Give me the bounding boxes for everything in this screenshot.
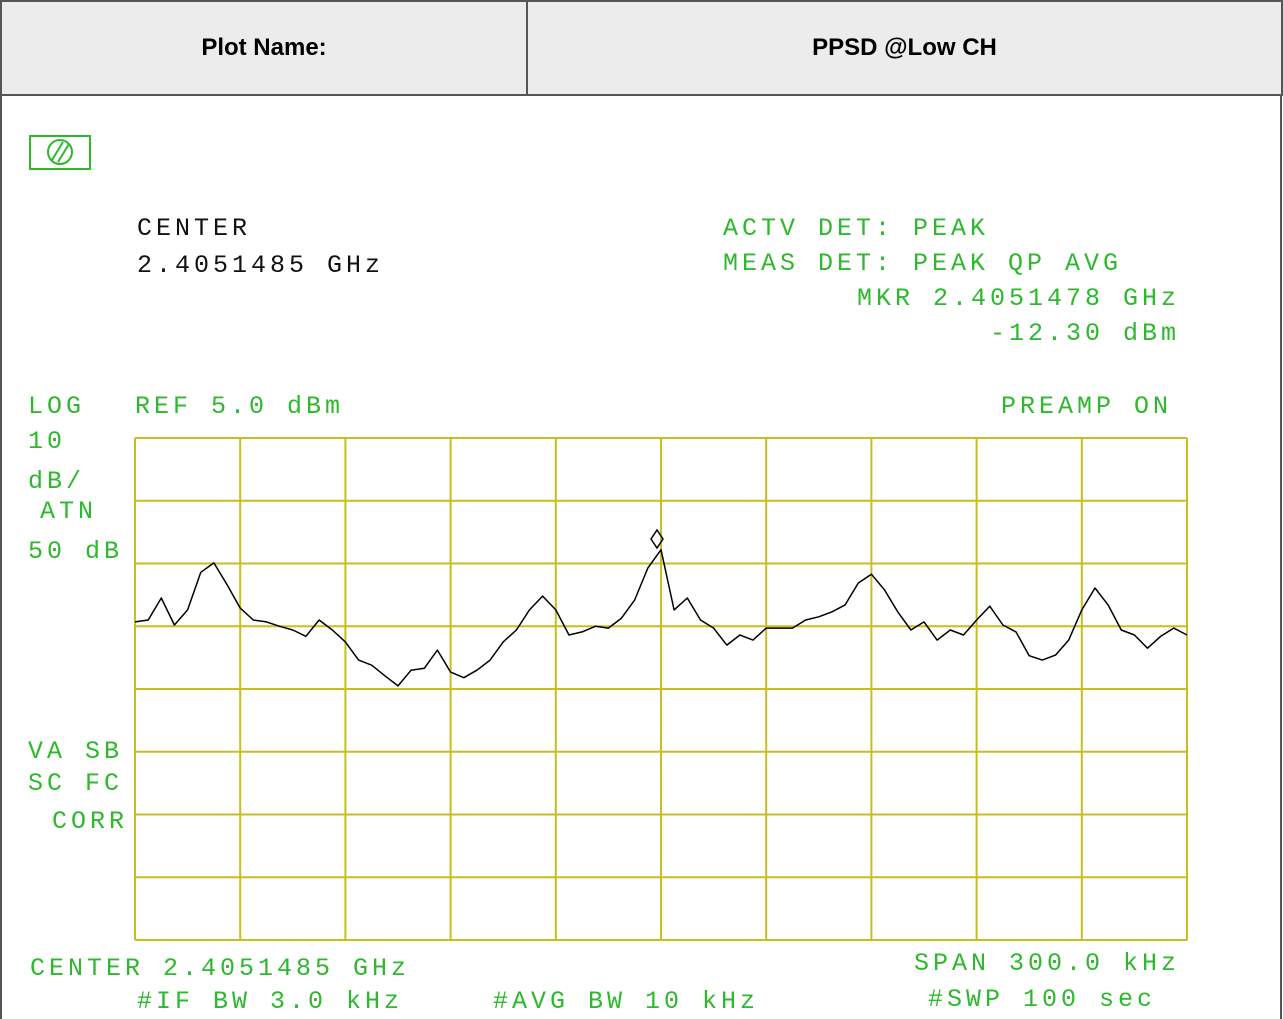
preamp: PREAMP ON <box>1001 392 1172 421</box>
sweep: #SWP 100 sec <box>928 985 1156 1014</box>
if-bw: #IF BW 3.0 kHz <box>137 987 403 1016</box>
ref-level: REF 5.0 dBm <box>135 392 344 421</box>
marker-level: -12.30 dBm <box>990 319 1180 348</box>
atn-label: ATN <box>40 497 97 526</box>
trace <box>134 548 1188 687</box>
plot-area <box>134 437 1188 941</box>
sc-fc: SC FC <box>28 769 123 798</box>
atn-value: 50 dB <box>28 537 123 566</box>
center-label: CENTER <box>137 214 251 243</box>
log-label: LOG <box>28 392 85 421</box>
marker-diamond <box>650 528 664 550</box>
scale-num: 10 <box>28 427 66 456</box>
va-sb: VA SB <box>28 737 123 766</box>
header-value: PPSD @Low CH <box>526 0 1283 96</box>
header-label: Plot Name: <box>0 0 528 96</box>
actv-det: ACTV DET: PEAK <box>723 214 989 243</box>
span: SPAN 300.0 kHz <box>914 949 1180 978</box>
meas-det: MEAS DET: PEAK QP AVG <box>723 249 1122 278</box>
center-value: 2.4051485 GHz <box>137 251 384 280</box>
scale-unit: dB/ <box>28 467 85 496</box>
corr: CORR <box>52 807 128 836</box>
avg-bw: #AVG BW 10 kHz <box>493 987 759 1016</box>
marker-freq: MKR 2.4051478 GHz <box>857 284 1180 313</box>
hp-logo <box>29 135 91 170</box>
center-footer: CENTER 2.4051485 GHz <box>30 954 410 983</box>
